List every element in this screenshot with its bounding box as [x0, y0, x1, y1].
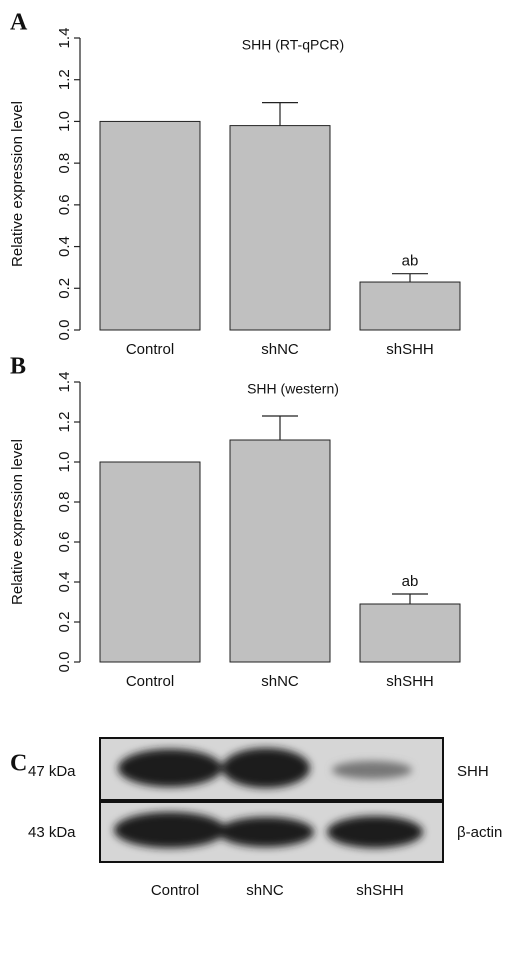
annotation: ab — [402, 573, 419, 590]
y-tick-label: 1.2 — [56, 412, 73, 433]
annotation: ab — [402, 253, 419, 270]
band — [332, 761, 412, 779]
x-tick-label: shNC — [261, 341, 299, 358]
protein-label: SHH — [457, 763, 489, 780]
panel-label: C — [10, 751, 27, 777]
band — [218, 817, 314, 847]
x-tick-label: Control — [126, 673, 174, 690]
chart-title: SHH (western) — [247, 381, 339, 397]
x-tick-label: Control — [126, 341, 174, 358]
y-tick-label: 0.2 — [56, 612, 73, 633]
protein-label: β-actin — [457, 824, 502, 841]
chart-title: SHH (RT-qPCR) — [242, 37, 344, 53]
band — [114, 812, 226, 848]
lane-label: shSHH — [356, 882, 404, 899]
marker-label: 47 kDa — [28, 763, 76, 780]
y-tick-label: 1.2 — [56, 69, 73, 90]
y-tick-label: 0.0 — [56, 652, 73, 673]
y-tick-label: 0.4 — [56, 236, 73, 257]
figure: C 47 kDa 43 kDa SHH β-actin Control shNC… — [0, 0, 511, 960]
panel-label: A — [10, 10, 28, 36]
bar — [230, 126, 330, 330]
bar — [230, 440, 330, 662]
bar — [100, 121, 200, 330]
y-tick-label: 0.0 — [56, 320, 73, 341]
marker-label: 43 kDa — [28, 824, 76, 841]
blot — [100, 738, 443, 862]
x-tick-label: shNC — [261, 673, 299, 690]
y-tick-label: 1.0 — [56, 452, 73, 473]
y-axis-label: Relative expression level — [9, 439, 26, 605]
bar — [100, 462, 200, 662]
y-tick-label: 1.4 — [56, 372, 73, 393]
x-tick-label: shSHH — [386, 341, 434, 358]
y-tick-label: 1.4 — [56, 28, 73, 49]
y-tick-label: 0.6 — [56, 532, 73, 553]
bar — [360, 282, 460, 330]
y-tick-label: 0.8 — [56, 492, 73, 513]
y-axis-label: Relative expression level — [9, 101, 26, 267]
band — [327, 816, 423, 848]
panel-label: B — [10, 354, 26, 380]
y-tick-label: 0.4 — [56, 572, 73, 593]
band — [222, 748, 310, 788]
lane-label: Control — [151, 882, 199, 899]
band — [118, 749, 222, 787]
y-tick-label: 1.0 — [56, 111, 73, 132]
lane-label: shNC — [246, 882, 284, 899]
y-tick-label: 0.6 — [56, 194, 73, 215]
y-tick-label: 0.8 — [56, 153, 73, 174]
x-tick-label: shSHH — [386, 673, 434, 690]
y-tick-label: 0.2 — [56, 278, 73, 299]
bar — [360, 604, 460, 662]
